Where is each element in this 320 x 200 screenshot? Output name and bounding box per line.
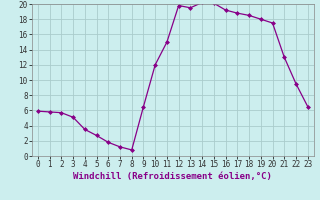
X-axis label: Windchill (Refroidissement éolien,°C): Windchill (Refroidissement éolien,°C): [73, 172, 272, 181]
